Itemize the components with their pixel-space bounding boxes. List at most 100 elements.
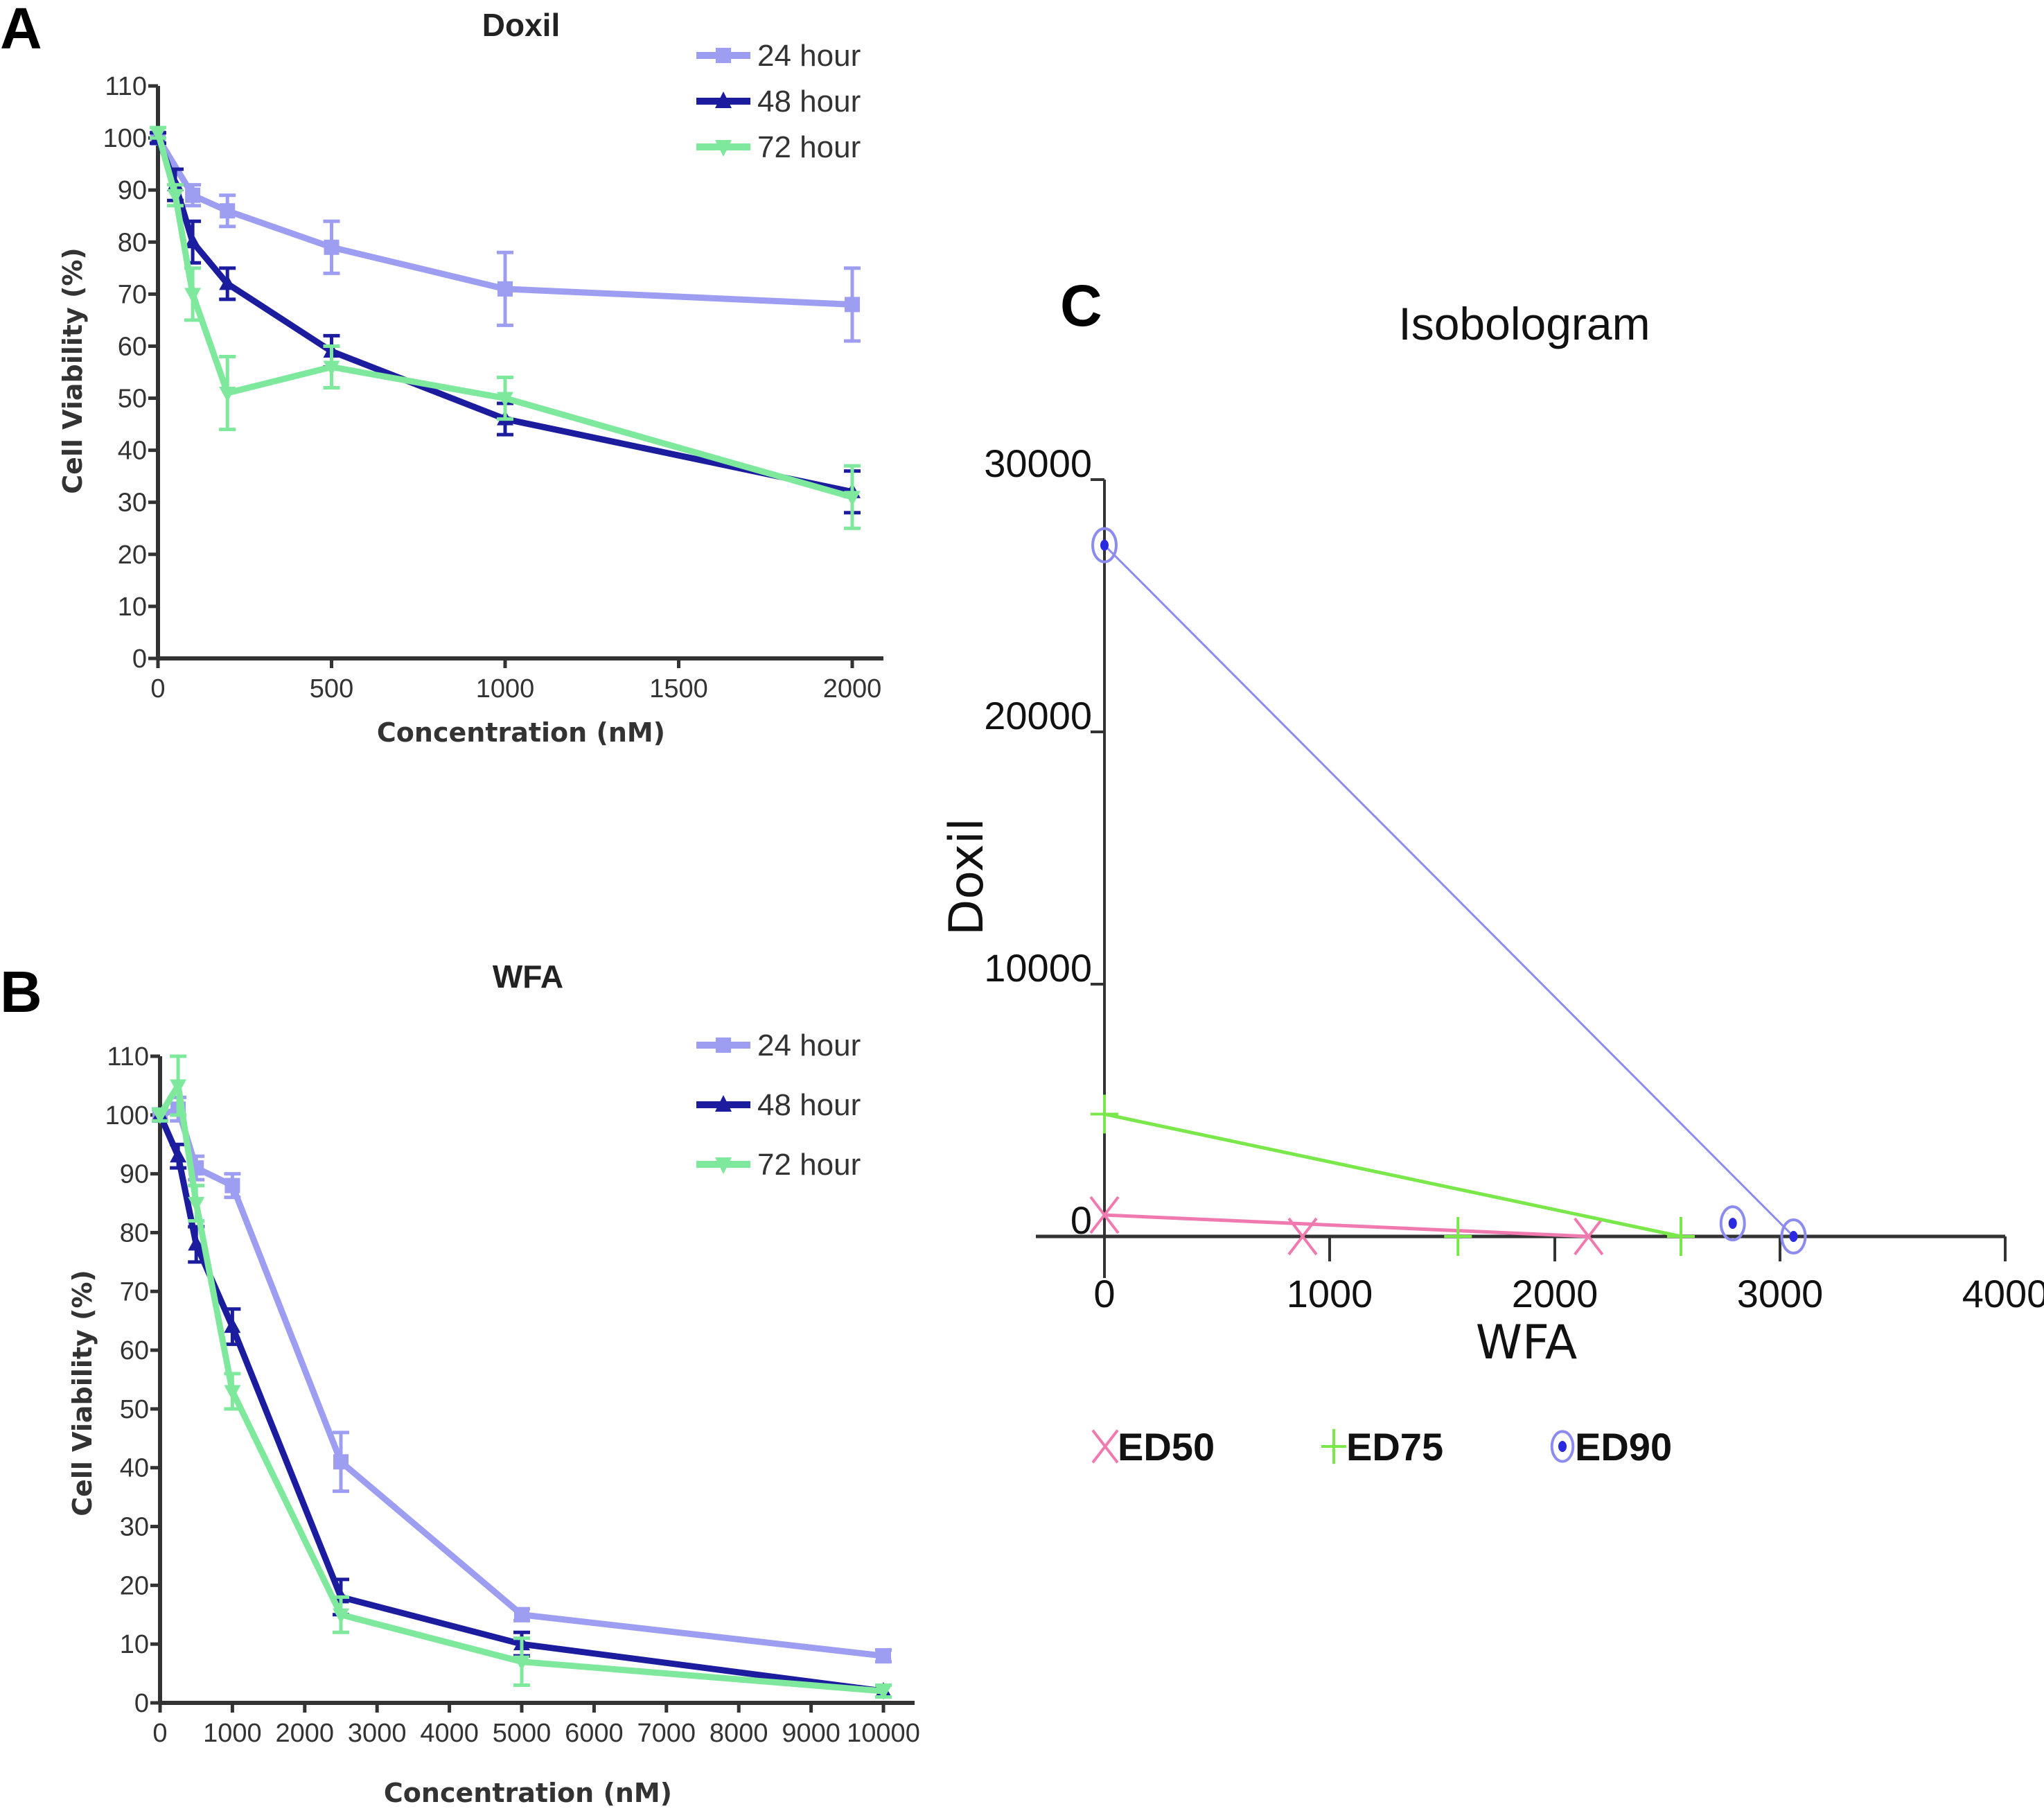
data-point [875, 1685, 892, 1701]
y-tick-label: 0 [1071, 1198, 1092, 1242]
legend-item-48-hour: 48 hour [696, 1088, 861, 1122]
legend-item-ED50: ED50 [1091, 1425, 1215, 1469]
x-tick-label: 4000 [1962, 1272, 2044, 1315]
panel-a-title: Doxil [482, 7, 560, 43]
x-marker-stroke [1089, 1196, 1120, 1234]
legend-item-72-hour: 72 hour [696, 130, 861, 164]
x-tick-label: 1500 [649, 674, 708, 703]
y-tick-label: 90 [120, 1160, 149, 1189]
data-point [497, 392, 513, 408]
x-tick-label: 0 [1093, 1272, 1115, 1315]
panel-label-a: A [0, 0, 42, 61]
data-point [220, 203, 236, 219]
y-tick-label: 80 [118, 228, 147, 257]
panel-b-title: WFA [493, 959, 563, 995]
panel-c-xlabel: WFA [1476, 1315, 1578, 1370]
x-tick-label: 500 [310, 674, 353, 703]
circle-marker-ring [1091, 527, 1118, 563]
x-tick-label: 9000 [782, 1719, 840, 1748]
x-tick-label: 2000 [823, 674, 882, 703]
y-tick-label: 100 [103, 124, 147, 153]
x-tick-label: 3000 [1737, 1272, 1824, 1315]
series-line-24-hour [159, 1105, 884, 1659]
legend-marker [715, 140, 732, 157]
series-line-48-hour [157, 1114, 884, 1695]
x-tick-label: 5000 [493, 1719, 552, 1748]
x-tick-label: 1000 [1287, 1272, 1373, 1315]
legend-label: ED90 [1575, 1425, 1672, 1469]
y-tick-label: 50 [120, 1395, 149, 1424]
isobole-ED50 [1089, 1196, 1604, 1256]
y-tick-label: 20 [120, 1571, 149, 1600]
legend-marker [715, 1095, 732, 1112]
x-tick-label: 0 [152, 1719, 167, 1748]
legend-label: 48 hour [757, 85, 861, 119]
legend-item-48-hour: 48 hour [696, 85, 861, 119]
y-tick-label: 60 [120, 1336, 149, 1365]
data-point [224, 1318, 241, 1333]
circle-marker-ring [1719, 1205, 1746, 1242]
y-tick-label: 20 [118, 541, 147, 570]
legend-label: 48 hour [757, 1088, 861, 1122]
y-tick-label: 10 [118, 593, 147, 622]
data-point [170, 1079, 187, 1095]
data-point [497, 281, 513, 297]
x-tick-label: 10000 [847, 1719, 920, 1748]
x-tick-label: 4000 [420, 1719, 479, 1748]
circle-marker-ring [1550, 1430, 1575, 1463]
panel-a-plot: 0 10 20 30 40 50 60 70 80 90 100 110 0 500 1000 1500 200… [103, 39, 883, 703]
y-tick-label: 110 [105, 72, 147, 101]
data-point [333, 1608, 349, 1624]
y-tick-label: 90 [118, 176, 147, 205]
circle-marker-dot [1728, 1218, 1737, 1230]
y-tick-label: 80 [120, 1218, 149, 1248]
x-marker-stroke [1091, 1429, 1119, 1464]
data-point [876, 1648, 891, 1664]
x-marker-stroke [1287, 1217, 1318, 1256]
legend-label: ED75 [1346, 1425, 1443, 1469]
legend-marker [715, 1157, 732, 1174]
data-point [170, 1147, 187, 1163]
y-tick-label: 40 [118, 437, 147, 466]
data-point [224, 1385, 241, 1401]
panel-label-b: B [0, 959, 42, 1024]
panel-a-ylabel: Cell Viability (%) [58, 247, 88, 494]
y-tick-label: 0 [132, 645, 147, 674]
isobole-ED75 [1091, 1094, 1695, 1256]
data-point [184, 233, 202, 249]
circle-marker-ring [1780, 1218, 1807, 1254]
isobole-line [1104, 1112, 1682, 1239]
data-point [513, 1655, 530, 1671]
panel-b-plot: 0 10 20 30 40 50 60 70 80 90 100 110 0 1000 2000 3000 40… [105, 1029, 920, 1748]
legend-item-ED75: ED75 [1321, 1425, 1443, 1469]
x-tick-label: 0 [150, 674, 165, 703]
legend-label: 72 hour [757, 130, 861, 164]
y-tick-label: 70 [120, 1277, 149, 1306]
data-point [219, 274, 236, 290]
panel-a-xlabel: Concentration (nM) [377, 717, 665, 748]
data-point [323, 360, 340, 376]
panel-b-xlabel: Concentration (nM) [384, 1778, 672, 1808]
legend-label: ED50 [1118, 1425, 1215, 1469]
data-point [844, 491, 861, 507]
data-point [514, 1607, 529, 1622]
y-tick-label: 50 [118, 385, 147, 414]
y-tick-label: 0 [134, 1689, 149, 1718]
x-tick-label: 7000 [637, 1719, 696, 1748]
data-point [184, 288, 202, 304]
x-tick-label: 1000 [476, 674, 535, 703]
legend-marker [716, 1038, 731, 1053]
y-tick-label: 100 [105, 1101, 149, 1130]
x-marker-stroke [1574, 1217, 1604, 1256]
x-tick-label: 6000 [565, 1719, 624, 1748]
legend-item-ED90: ED90 [1550, 1425, 1672, 1469]
x-tick-label: 2000 [1512, 1272, 1598, 1315]
data-point [324, 239, 340, 255]
data-point [219, 387, 236, 403]
x-tick-label: 2000 [276, 1719, 335, 1748]
y-tick-label: 70 [118, 280, 147, 309]
legend-label: 24 hour [757, 39, 861, 73]
data-point [167, 189, 184, 204]
x-tick-label: 8000 [710, 1719, 768, 1748]
